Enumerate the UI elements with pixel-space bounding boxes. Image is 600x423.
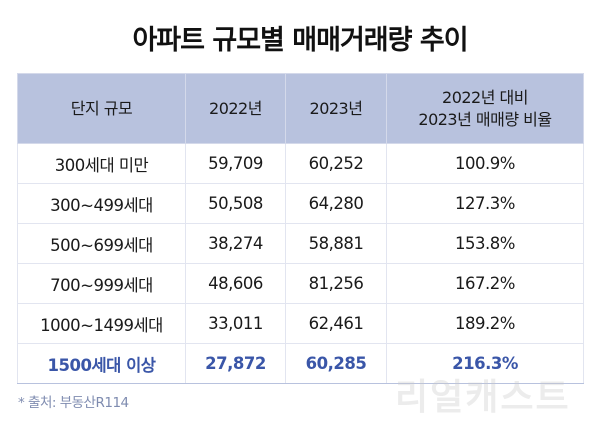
cell-2022: 38,274 xyxy=(185,223,286,264)
table-row: 1000~1499세대 33,011 62,461 189.2% xyxy=(17,303,584,344)
table-row: 300세대 미만 59,709 60,252 100.9% xyxy=(17,143,584,184)
cell-2023: 58,881 xyxy=(285,223,387,264)
table-row: 500~699세대 38,274 58,881 153.8% xyxy=(17,223,584,264)
watermark-logo: 리얼캐스트 xyxy=(395,377,571,418)
cell-ratio: 216.3% xyxy=(386,343,584,384)
cell-2022: 33,011 xyxy=(185,303,286,344)
cell-2023: 60,285 xyxy=(285,343,387,384)
header-ratio-line2: 2023년 매매량 비율 xyxy=(418,109,552,129)
cell-size: 300세대 미만 xyxy=(17,143,186,184)
header-ratio-line1: 2022년 대비 xyxy=(442,87,528,107)
cell-2023: 81,256 xyxy=(285,263,387,304)
header-2022: 2022년 xyxy=(185,73,286,144)
cell-2022: 27,872 xyxy=(185,343,286,384)
cell-2022: 50,508 xyxy=(185,183,286,224)
cell-size: 700~999세대 xyxy=(17,263,186,304)
cell-2022: 48,606 xyxy=(185,263,286,304)
header-ratio: 2022년 대비 2023년 매매량 비율 xyxy=(386,73,584,144)
cell-size: 300~499세대 xyxy=(17,183,186,224)
source-note: * 출처: 부동산R114 xyxy=(18,395,129,411)
cell-ratio: 127.3% xyxy=(386,183,584,224)
cell-ratio: 167.2% xyxy=(386,263,584,304)
cell-2023: 60,252 xyxy=(285,143,387,184)
cell-2022: 59,709 xyxy=(185,143,286,184)
table-row: 300~499세대 50,508 64,280 127.3% xyxy=(17,183,584,224)
cell-ratio: 189.2% xyxy=(386,303,584,344)
header-size: 단지 규모 xyxy=(17,73,186,144)
table-row: 700~999세대 48,606 81,256 167.2% xyxy=(17,263,584,304)
cell-ratio: 100.9% xyxy=(386,143,584,184)
cell-ratio: 153.8% xyxy=(386,223,584,264)
cell-2023: 64,280 xyxy=(285,183,387,224)
header-2023: 2023년 xyxy=(285,73,387,144)
cell-size: 500~699세대 xyxy=(17,223,186,264)
cell-size: 1500세대 이상 xyxy=(17,343,186,384)
volume-table: 단지 규모 2022년 2023년 2022년 대비 2023년 매매량 비율 3… xyxy=(17,73,584,384)
page-title: 아파트 규모별 매매거래량 추이 xyxy=(132,25,468,56)
cell-2023: 62,461 xyxy=(285,303,387,344)
table-row-highlight: 1500세대 이상 27,872 60,285 216.3% xyxy=(17,343,584,384)
table-header-row: 단지 규모 2022년 2023년 2022년 대비 2023년 매매량 비율 xyxy=(17,73,584,144)
cell-size: 1000~1499세대 xyxy=(17,303,186,344)
